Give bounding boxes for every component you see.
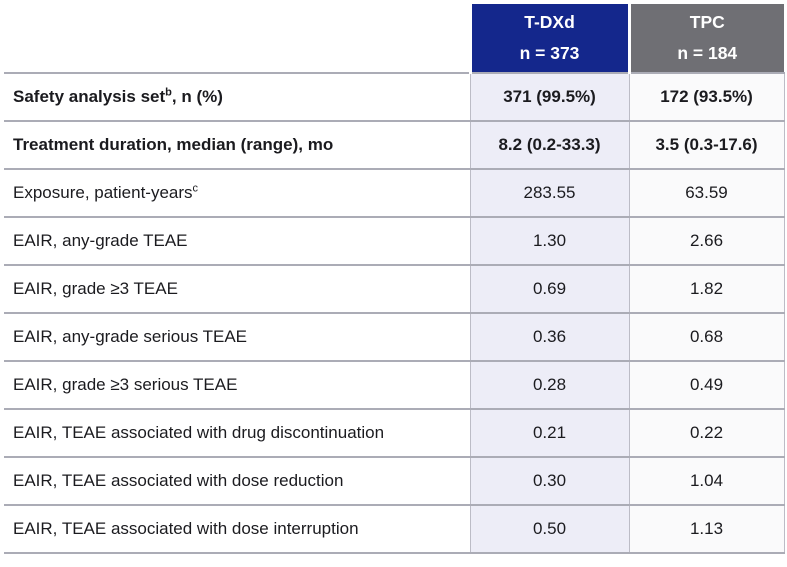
tpc-column-header: TPC n = 184 xyxy=(627,4,785,73)
row-label: EAIR, any-grade serious TEAE xyxy=(4,312,470,361)
row-label-text: EAIR, TEAE associated with drug disconti… xyxy=(13,423,385,442)
row-label-text: EAIR, any-grade serious TEAE xyxy=(13,327,248,346)
tdxd-value: 0.69 xyxy=(469,264,630,313)
table-row: Treatment duration, median (range), mo 8.… xyxy=(4,120,785,169)
tpc-value: 0.22 xyxy=(629,408,785,457)
row-label-suffix: , n (%) xyxy=(171,87,223,106)
tdxd-value: 0.36 xyxy=(469,312,630,361)
row-label: EAIR, grade ≥3 TEAE xyxy=(4,264,470,313)
row-label-superscript: b xyxy=(165,86,172,99)
tpc-value: 3.5 (0.3-17.6) xyxy=(629,120,785,169)
tpc-value: 1.13 xyxy=(629,504,785,554)
tdxd-value: 371 (99.5%) xyxy=(469,72,630,121)
row-label-text: EAIR, TEAE associated with dose reductio… xyxy=(13,471,344,490)
table-row: Exposure, patient-yearsc 283.55 63.59 xyxy=(4,168,785,217)
row-label-text: Safety analysis set xyxy=(13,87,166,106)
tpc-value: 63.59 xyxy=(629,168,785,217)
row-label-superscript: c xyxy=(192,182,199,195)
tpc-header-stack: TPC n = 184 xyxy=(631,12,785,63)
table-body: Safety analysis setb, n (%) 371 (99.5%) 17… xyxy=(4,72,785,554)
tdxd-column-header: T-DXd n = 373 xyxy=(468,4,629,73)
row-label-text: Treatment duration, median (range), mo xyxy=(13,135,334,154)
table-row: EAIR, TEAE associated with dose interrup… xyxy=(4,504,785,554)
tdxd-column-title: T-DXd xyxy=(524,12,575,32)
tdxd-value: 283.55 xyxy=(469,168,630,217)
page: T-DXd n = 373 TPC n = 184 Safety analysi… xyxy=(4,4,785,554)
row-label: Treatment duration, median (range), mo xyxy=(4,120,470,169)
tdxd-value: 1.30 xyxy=(469,216,630,265)
row-label: EAIR, grade ≥3 serious TEAE xyxy=(4,360,470,409)
tpc-column-title: TPC xyxy=(689,12,725,32)
tdxd-header-stack: T-DXd n = 373 xyxy=(472,12,628,63)
table-row: Safety analysis setb, n (%) 371 (99.5%) 17… xyxy=(4,72,785,121)
tpc-value: 0.68 xyxy=(629,312,785,361)
tdxd-value: 8.2 (0.2-33.3) xyxy=(469,120,630,169)
table-row: EAIR, grade ≥3 serious TEAE 0.28 0.49 xyxy=(4,360,785,409)
tpc-value: 0.49 xyxy=(629,360,785,409)
tdxd-column-n: n = 373 xyxy=(519,42,580,63)
row-label: EAIR, any-grade TEAE xyxy=(4,216,470,265)
row-label-text: EAIR, TEAE associated with dose interrup… xyxy=(13,519,359,538)
tdxd-value: 0.50 xyxy=(469,504,630,554)
row-label: Safety analysis setb, n (%) xyxy=(4,72,470,121)
tpc-value: 172 (93.5%) xyxy=(629,72,785,121)
row-label: EAIR, TEAE associated with drug disconti… xyxy=(4,408,470,457)
safety-table: T-DXd n = 373 TPC n = 184 Safety analysi… xyxy=(4,4,785,554)
row-label-text: EAIR, any-grade TEAE xyxy=(13,231,188,250)
table-row: EAIR, grade ≥3 TEAE 0.69 1.82 xyxy=(4,264,785,313)
table-header: T-DXd n = 373 TPC n = 184 xyxy=(4,4,784,73)
tdxd-value: 0.21 xyxy=(469,408,630,457)
row-label-text: Exposure, patient-years xyxy=(13,183,193,202)
tpc-value: 2.66 xyxy=(629,216,785,265)
header-row: T-DXd n = 373 TPC n = 184 xyxy=(4,4,784,73)
row-label: EAIR, TEAE associated with dose interrup… xyxy=(4,504,470,554)
tdxd-value: 0.28 xyxy=(469,360,630,409)
table-row: EAIR, any-grade TEAE 1.30 2.66 xyxy=(4,216,785,265)
row-label-text: EAIR, grade ≥3 serious TEAE xyxy=(13,375,238,394)
tpc-value: 1.82 xyxy=(629,264,785,313)
row-label: EAIR, TEAE associated with dose reductio… xyxy=(4,456,470,505)
table-row: EAIR, TEAE associated with drug disconti… xyxy=(4,408,785,457)
tpc-column-n: n = 184 xyxy=(677,42,738,63)
row-label-text: EAIR, grade ≥3 TEAE xyxy=(13,279,178,298)
table-row: EAIR, any-grade serious TEAE 0.36 0.68 xyxy=(4,312,785,361)
header-empty-cell xyxy=(4,4,470,73)
tdxd-value: 0.30 xyxy=(469,456,630,505)
tpc-value: 1.04 xyxy=(629,456,785,505)
table-row: EAIR, TEAE associated with dose reductio… xyxy=(4,456,785,505)
row-label: Exposure, patient-yearsc xyxy=(4,168,470,217)
